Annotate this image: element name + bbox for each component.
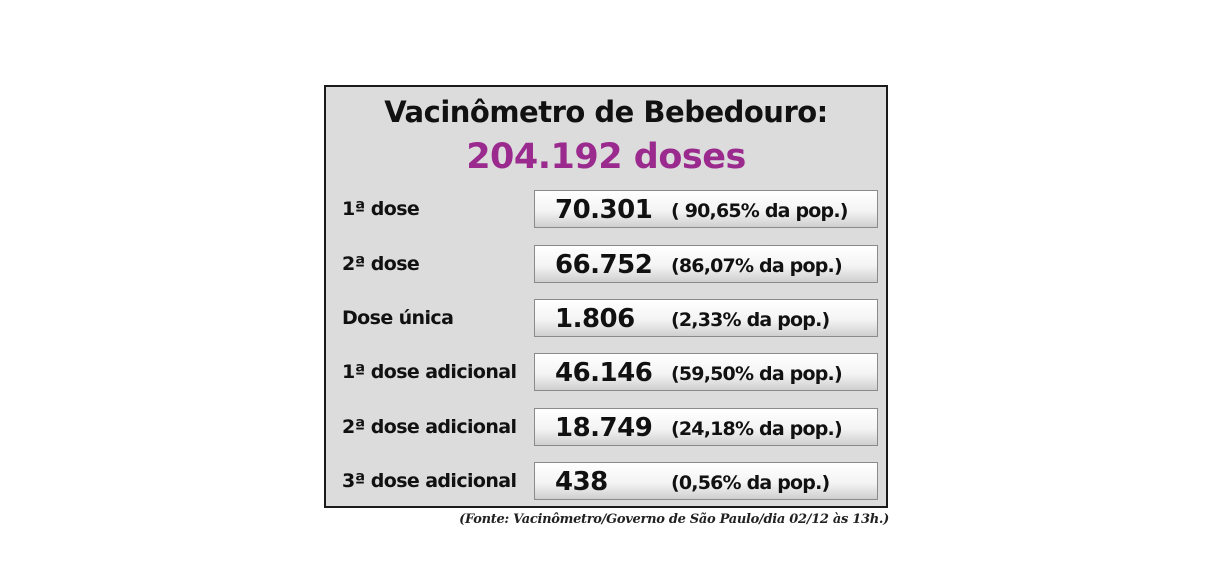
- dose-label: Dose única: [342, 307, 454, 329]
- dose-label: 1ª dose adicional: [342, 361, 517, 383]
- dose-count: 438: [555, 467, 608, 497]
- dose-label: 2ª dose adicional: [342, 416, 517, 438]
- dose-count: 46.146: [555, 358, 653, 388]
- dose-percent: (24,18% da pop.): [671, 418, 843, 440]
- dose-count: 18.749: [555, 413, 653, 443]
- dose-label: 2ª dose: [342, 253, 420, 275]
- vaccination-panel: Vacinômetro de Bebedouro: 204.192 doses …: [324, 85, 888, 508]
- dose-label: 1ª dose: [342, 198, 420, 220]
- dose-count: 70.301: [555, 195, 653, 225]
- dose-row-4: 1ª dose adicional 46.146 (59,50% da pop.…: [326, 353, 886, 393]
- dose-row-5: 2ª dose adicional 18.749 (24,18% da pop.…: [326, 408, 886, 448]
- dose-value-box: 18.749 (24,18% da pop.): [534, 408, 878, 446]
- dose-value-box: 66.752 (86,07% da pop.): [534, 245, 878, 283]
- dose-value-box: 1.806 (2,33% da pop.): [534, 299, 878, 337]
- dose-value-box: 46.146 (59,50% da pop.): [534, 353, 878, 391]
- panel-title: Vacinômetro de Bebedouro:: [384, 95, 828, 129]
- dose-count: 66.752: [555, 250, 653, 280]
- total-doses: 204.192 doses: [466, 137, 746, 177]
- dose-percent: (86,07% da pop.): [671, 255, 843, 277]
- dose-row-6: 3ª dose adicional 438 (0,56% da pop.): [326, 462, 886, 502]
- dose-label: 3ª dose adicional: [342, 470, 517, 492]
- dose-value-box: 70.301 ( 90,65% da pop.): [534, 190, 878, 228]
- dose-percent: ( 90,65% da pop.): [671, 200, 848, 222]
- dose-value-box: 438 (0,56% da pop.): [534, 462, 878, 500]
- dose-row-2: 2ª dose 66.752 (86,07% da pop.): [326, 245, 886, 285]
- dose-percent: (2,33% da pop.): [671, 309, 830, 331]
- dose-row-3: Dose única 1.806 (2,33% da pop.): [326, 299, 886, 339]
- dose-count: 1.806: [555, 304, 635, 334]
- source-note: (Fonte: Vacinômetro/Governo de São Paulo…: [459, 512, 889, 527]
- dose-percent: (0,56% da pop.): [671, 472, 830, 494]
- dose-row-1: 1ª dose 70.301 ( 90,65% da pop.): [326, 190, 886, 230]
- dose-percent: (59,50% da pop.): [671, 363, 843, 385]
